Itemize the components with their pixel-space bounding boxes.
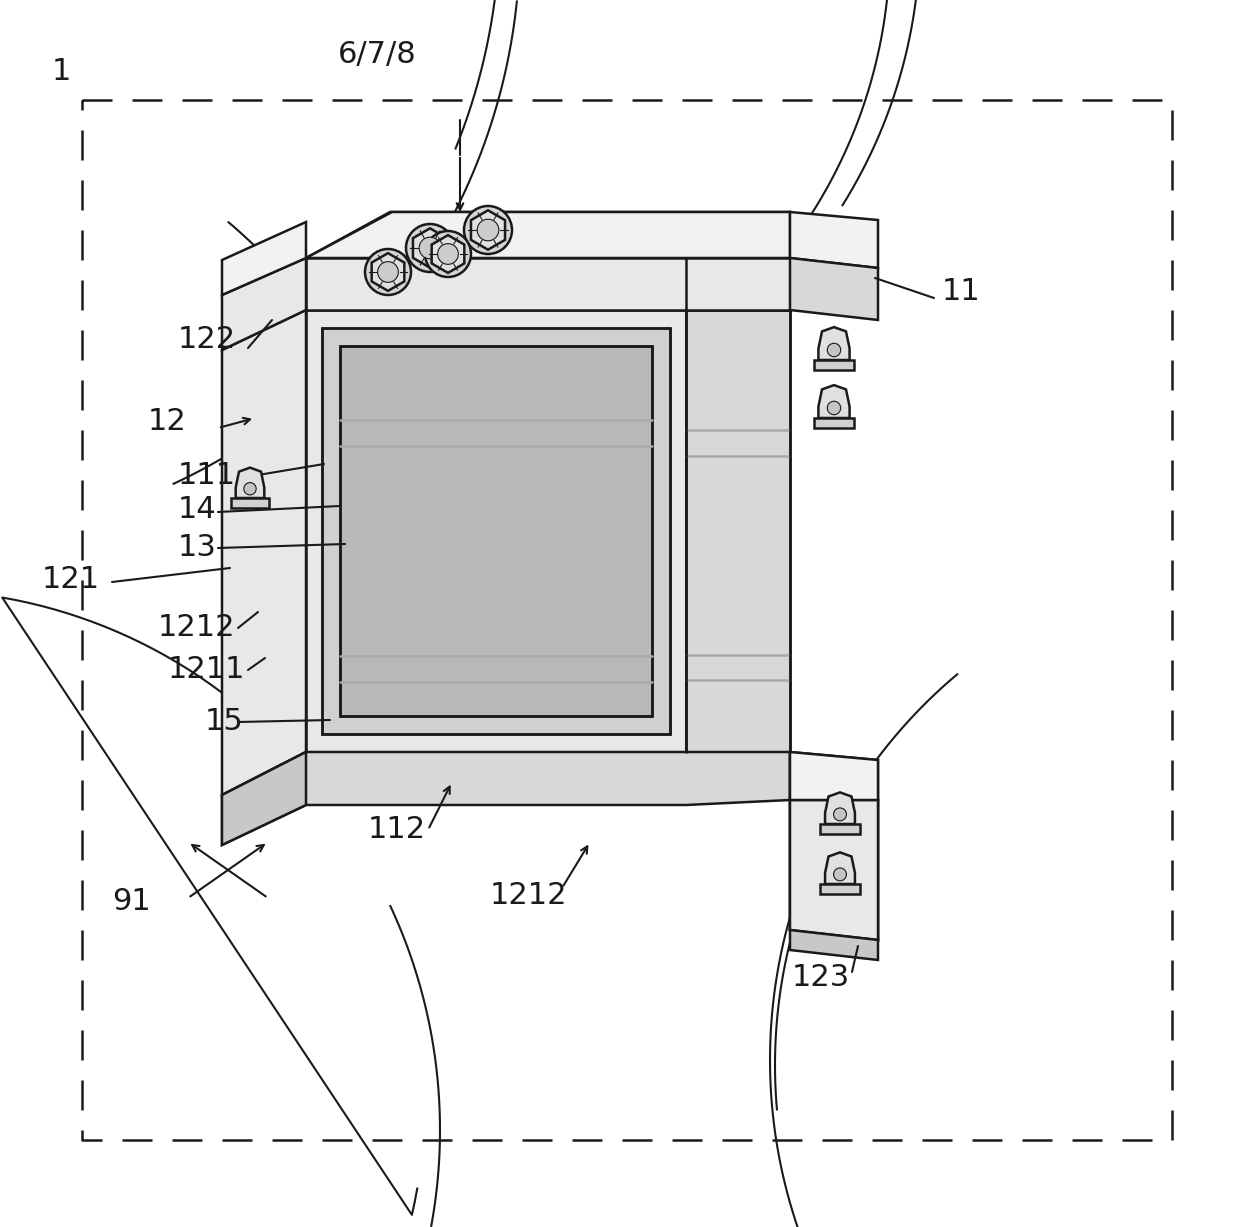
Circle shape [464, 206, 512, 254]
Circle shape [419, 237, 440, 259]
Text: 112: 112 [368, 816, 427, 844]
Polygon shape [813, 418, 854, 428]
Circle shape [405, 225, 454, 272]
Polygon shape [222, 222, 306, 294]
Polygon shape [790, 930, 878, 960]
Polygon shape [232, 498, 269, 508]
Polygon shape [471, 210, 505, 249]
Polygon shape [825, 853, 854, 883]
Polygon shape [432, 236, 464, 272]
Text: 122: 122 [179, 325, 236, 355]
Text: 1212: 1212 [157, 614, 236, 643]
Text: 1: 1 [52, 58, 72, 86]
Polygon shape [790, 752, 878, 940]
Polygon shape [236, 467, 264, 498]
Circle shape [827, 401, 841, 415]
Polygon shape [222, 752, 306, 845]
Circle shape [244, 482, 257, 494]
Polygon shape [790, 258, 878, 320]
Polygon shape [306, 212, 790, 260]
Text: 14: 14 [179, 496, 217, 524]
Polygon shape [790, 212, 878, 267]
Text: 91: 91 [112, 887, 151, 917]
Circle shape [425, 231, 471, 277]
Polygon shape [306, 212, 790, 258]
Circle shape [833, 807, 847, 821]
Circle shape [477, 220, 498, 240]
Text: 13: 13 [179, 534, 217, 562]
Polygon shape [818, 328, 849, 360]
Text: 1211: 1211 [167, 655, 246, 685]
Circle shape [827, 344, 841, 357]
Polygon shape [686, 310, 790, 752]
Polygon shape [372, 253, 404, 291]
Polygon shape [818, 385, 849, 418]
Polygon shape [322, 328, 670, 734]
Text: 121: 121 [42, 566, 100, 595]
Polygon shape [686, 258, 790, 310]
Circle shape [378, 261, 398, 282]
Text: 123: 123 [792, 963, 851, 993]
Circle shape [365, 249, 410, 294]
Polygon shape [813, 360, 854, 371]
Text: 6/7/8: 6/7/8 [339, 40, 417, 70]
Polygon shape [340, 346, 652, 717]
Polygon shape [222, 310, 306, 795]
Polygon shape [222, 258, 306, 350]
Polygon shape [825, 793, 854, 825]
Text: 12: 12 [148, 407, 187, 437]
Polygon shape [790, 752, 878, 800]
Polygon shape [821, 825, 859, 834]
Text: 15: 15 [205, 708, 244, 736]
Text: 11: 11 [942, 277, 981, 307]
Polygon shape [306, 258, 790, 310]
Polygon shape [790, 800, 878, 940]
Polygon shape [306, 310, 686, 752]
Polygon shape [222, 752, 790, 845]
Text: 111: 111 [179, 460, 236, 490]
Polygon shape [413, 228, 448, 267]
Polygon shape [790, 800, 878, 940]
Circle shape [438, 244, 459, 264]
Circle shape [833, 867, 847, 881]
Text: 1212: 1212 [490, 881, 568, 909]
Polygon shape [821, 883, 859, 894]
